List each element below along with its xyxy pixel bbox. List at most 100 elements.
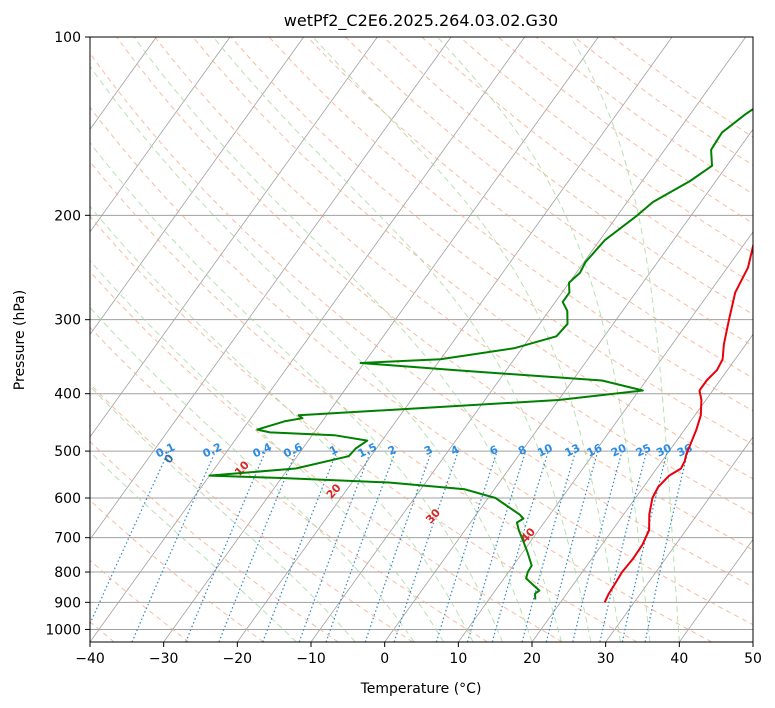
mixing-ratio-label: 30: [654, 441, 674, 459]
dry-adiabat-line: [497, 37, 753, 224]
isotherm-line: [0, 37, 9, 642]
x-axis-ticks: −40 −30 −20 −10 0 10 20 30 40 50: [75, 642, 762, 667]
dry-adiabat-line: [90, 106, 753, 626]
mixing-ratio-label: 3: [422, 443, 434, 458]
isotherm-line: [163, 37, 599, 642]
isotherm-line: [90, 37, 452, 541]
mixing-ratio-line: [466, 450, 527, 642]
x-tick-label: −30: [149, 651, 179, 667]
dry-adiabat-line: [90, 270, 563, 642]
x-tick-label: −40: [75, 651, 105, 667]
y-tick-label: 700: [54, 531, 81, 547]
mixing-ratio-label: 6: [488, 443, 501, 458]
mixing-ratio-line: [325, 450, 397, 642]
dry-adiabat-line: [154, 37, 753, 515]
dry-adiabat-line: [383, 37, 753, 315]
x-tick-label: 50: [744, 651, 762, 667]
moist-adiabat-line: [90, 385, 356, 642]
y-tick-label: 400: [54, 387, 81, 403]
isotherm-line: [90, 37, 231, 233]
mixing-ratio-line: [185, 450, 267, 642]
y-axis-ticks: 100 200 300 400 500 600 700 800 900 1000: [45, 30, 90, 638]
dry-adiabat-line: [90, 215, 638, 642]
dry-adiabat-line: [90, 160, 712, 642]
dry-adiabat-line: [90, 440, 339, 642]
isotherm-line: [237, 37, 673, 642]
moist-adiabat-line: [133, 37, 562, 642]
mixing-ratio-label: 2: [386, 443, 398, 458]
mixing-ratio-line: [262, 450, 338, 642]
y-tick-label: 600: [54, 491, 81, 507]
dewpoint-profile-line: [208, 107, 753, 600]
x-axis-label: Temperature (°C): [360, 681, 482, 697]
profile-series: [208, 107, 753, 603]
dry-adiabat-line: [306, 37, 753, 379]
mixing-ratio-line: [521, 450, 577, 642]
x-tick-label: −20: [223, 651, 253, 667]
y-tick-label: 900: [54, 595, 81, 611]
background-lines: [0, 37, 753, 642]
mixing-ratio-label: 25: [634, 441, 653, 459]
mixing-ratio-label: 1.5: [356, 440, 379, 460]
moist-adiabat-line: [90, 65, 533, 642]
y-tick-label: 500: [54, 444, 81, 460]
isotherm-line: [531, 333, 753, 642]
y-tick-label: 200: [54, 208, 81, 224]
mixing-ratio-line: [218, 450, 297, 642]
x-tick-label: 10: [449, 651, 467, 667]
mixing-ratio-line: [545, 450, 599, 642]
y-tick-label: 1000: [45, 622, 81, 638]
y-axis-label: Pressure (hPa): [12, 290, 28, 390]
x-tick-label: 30: [597, 651, 615, 667]
x-tick-label: 20: [523, 651, 541, 667]
mixing-ratio-line: [572, 450, 623, 642]
mixing-ratio-label: 1: [327, 443, 339, 458]
mixing-ratio-line: [90, 450, 170, 626]
mixing-ratio-line: [621, 450, 668, 642]
dry-adiabat-line: [90, 326, 488, 642]
dry-adiabat-line: [90, 52, 753, 588]
mixing-ratio-label: 10: [535, 441, 555, 459]
mixing-ratio-line: [131, 450, 217, 642]
moist-adiabat-line: [212, 37, 592, 642]
isotherm-line: [90, 37, 526, 642]
isotherm-line: [384, 128, 753, 642]
dry-adiabat-line: [421, 37, 753, 285]
x-tick-label: 40: [670, 651, 688, 667]
isotherm-line: [752, 641, 753, 642]
mixing-ratio-line: [298, 450, 372, 642]
mixing-ratio-line: [393, 450, 459, 642]
mixing-ratio-label: 20: [609, 441, 629, 459]
y-tick-label: 300: [54, 313, 81, 329]
moist-adiabat-line: [570, 37, 680, 642]
y-tick-label: 100: [54, 30, 81, 46]
moist-adiabat-line: [312, 37, 621, 642]
moist-adiabat-line: [90, 306, 415, 642]
dry-adiabat-line: [90, 499, 264, 642]
isotherm-line: [605, 436, 753, 642]
mixing-ratio-label: 0.4: [251, 440, 274, 460]
isotherm-line: [90, 37, 378, 438]
mixing-ratio-line: [491, 450, 549, 642]
dry-adiabat-line: [345, 37, 753, 347]
mixing-ratio-label: 13: [563, 441, 582, 459]
moist-adiabat-line: [90, 205, 474, 642]
isotherm-line: [90, 37, 305, 336]
mixing-ratio-line: [599, 450, 648, 642]
isotherm-line: [679, 538, 753, 642]
dry-adiabat-label: -10: [49, 401, 72, 425]
dry-adiabat-line: [90, 383, 414, 642]
mixing-ratio-label: 4: [449, 443, 462, 458]
mixing-ratio-line: [364, 450, 433, 642]
mixing-ratio-label: 0.6: [281, 440, 304, 460]
mixing-ratio-label: 0.2: [201, 440, 224, 460]
x-tick-label: 0: [380, 651, 389, 667]
dry-adiabat-line: [192, 37, 753, 480]
moist-adiabat-line: [90, 259, 445, 642]
dry-adiabat-line: [116, 37, 753, 551]
mixing-ratio-label: 16: [585, 441, 605, 459]
mixing-ratio-line: [435, 450, 498, 642]
dry-adiabat-line: [90, 559, 190, 642]
chart-title: wetPf2_C2E6.2025.264.03.02.G30: [284, 11, 558, 31]
